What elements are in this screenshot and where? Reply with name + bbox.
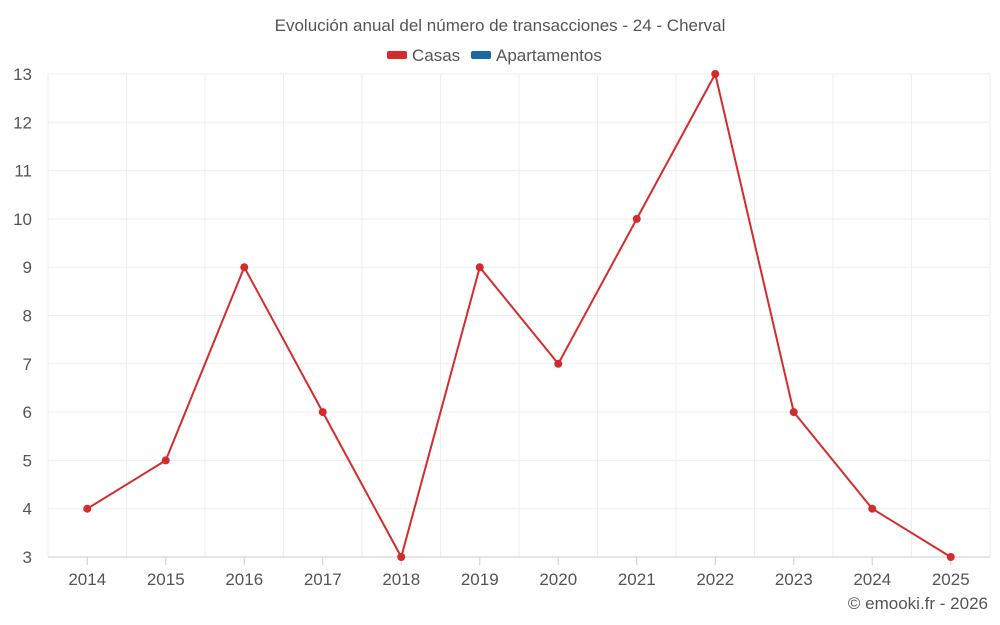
legend-item-casas[interactable]: Casas: [387, 46, 460, 65]
credit-text: © emooki.fr - 2026: [848, 594, 988, 613]
y-tick-label: 6: [23, 403, 32, 422]
y-tick-label: 8: [23, 307, 32, 326]
data-point[interactable]: [789, 408, 798, 417]
y-tick-label: 5: [23, 451, 32, 470]
data-point[interactable]: [318, 408, 327, 417]
legend-swatch-casas: [387, 51, 407, 59]
y-tick-label: 13: [13, 65, 32, 84]
x-tick-label: 2023: [775, 570, 813, 589]
x-tick-label: 2020: [539, 570, 577, 589]
legend-label-casas: Casas: [412, 46, 460, 65]
x-tick-label: 2014: [68, 570, 106, 589]
y-tick-label: 7: [23, 355, 32, 374]
data-point[interactable]: [83, 504, 92, 513]
y-tick-label: 10: [13, 210, 32, 229]
x-tick-label: 2025: [932, 570, 970, 589]
y-tick-label: 11: [14, 162, 32, 181]
series-casas: [83, 70, 955, 561]
x-tick-label: 2016: [225, 570, 263, 589]
legend-swatch-apartamentos: [471, 51, 491, 59]
x-tick-label: 2015: [147, 570, 185, 589]
x-tick-label: 2019: [461, 570, 499, 589]
legend: Casas Apartamentos: [387, 46, 602, 65]
data-point[interactable]: [554, 359, 563, 368]
y-axis-ticks: 3 4 5 6 7 8 9 10 11 12 13: [13, 65, 32, 567]
data-point[interactable]: [397, 553, 406, 561]
x-tick-label: 2021: [618, 570, 656, 589]
data-point[interactable]: [946, 553, 955, 561]
series-line-casas: [86, 73, 952, 558]
x-axis-ticks: 2014 2015 2016 2017 2018 2019 2020 2021 2022 2023…: [68, 557, 970, 589]
data-point[interactable]: [240, 263, 249, 272]
x-tick-label: 2018: [382, 570, 420, 589]
x-tick-label: 2017: [304, 570, 342, 589]
x-tick-label: 2022: [696, 570, 734, 589]
y-tick-label: 4: [23, 500, 32, 519]
x-tick-label: 2024: [853, 570, 891, 589]
data-point[interactable]: [161, 456, 170, 465]
chart-title: Evolución anual del número de transaccio…: [275, 16, 726, 35]
y-tick-label: 12: [13, 113, 32, 132]
data-point[interactable]: [711, 70, 720, 78]
legend-label-apartamentos: Apartamentos: [496, 46, 602, 65]
data-point[interactable]: [868, 504, 877, 513]
data-point[interactable]: [632, 214, 641, 223]
y-tick-label: 3: [23, 548, 32, 567]
data-point[interactable]: [475, 263, 484, 272]
y-tick-label: 9: [23, 258, 32, 277]
legend-item-apartamentos[interactable]: Apartamentos: [471, 46, 602, 65]
